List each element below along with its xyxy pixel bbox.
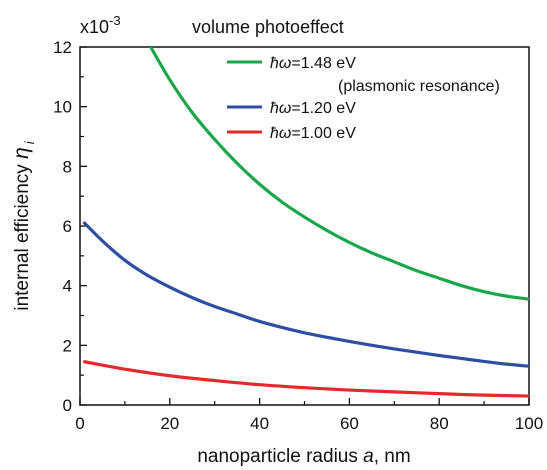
legend-value-2: =1.20 eV (291, 100, 356, 117)
x-tick-label: 60 (340, 414, 359, 433)
legend-label-1: ħω=1.48 eV (270, 55, 356, 72)
y-tick-label: 4 (63, 277, 72, 296)
series-line-3 (82, 360, 529, 398)
chart-title: volume photoeffect (192, 17, 344, 37)
y-tick-label: 12 (53, 38, 72, 57)
x-tick-label: 100 (515, 414, 543, 433)
legend-note: (plasmonic resonance) (338, 78, 500, 95)
series-lines (82, 47, 529, 398)
axis-ticks (79, 46, 530, 406)
legend-symbol-3: ħω (270, 125, 291, 142)
y-axis-title: internal efficiency ηi (10, 140, 37, 310)
y-tick-label: 0 (63, 396, 72, 415)
legend-value-3: =1.00 eV (291, 125, 356, 142)
legend-value-1: =1.48 eV (291, 55, 356, 72)
y-multiplier-base: x10 (80, 17, 109, 37)
legend-label-2: ħω=1.20 eV (270, 100, 356, 117)
y-multiplier-exponent: -3 (109, 13, 121, 28)
legend-symbol-2: ħω (270, 100, 291, 117)
y-tick-labels: 0 2 4 6 8 10 12 (53, 38, 72, 415)
x-tick-label: 40 (250, 414, 269, 433)
x-axis-title-main: nanoparticle radius (197, 446, 363, 467)
x-tick-label: 80 (430, 414, 449, 433)
x-axis-title-unit: , nm (374, 446, 411, 467)
y-multiplier: x10-3 (80, 13, 121, 37)
legend-label-3: ħω=1.00 eV (270, 125, 356, 142)
y-axis-title-sub: i (22, 140, 37, 144)
y-axis-title-var: η (10, 147, 33, 159)
y-tick-label: 2 (63, 336, 72, 355)
legend: ħω=1.48 eV (plasmonic resonance) ħω=1.20… (227, 55, 500, 142)
x-tick-labels: 0 20 40 60 80 100 (75, 414, 543, 433)
x-tick-label: 0 (75, 414, 84, 433)
x-axis-title-var: a (363, 446, 374, 467)
series-line-1 (148, 47, 529, 301)
legend-symbol-1: ħω (270, 55, 291, 72)
y-tick-label: 8 (63, 157, 72, 176)
y-axis-title-main: internal efficiency (12, 159, 33, 311)
series-line-2 (82, 221, 529, 368)
y-tick-label: 6 (63, 217, 72, 236)
x-axis-title: nanoparticle radius a, nm (197, 446, 410, 467)
x-tick-label: 20 (160, 414, 179, 433)
y-tick-label: 10 (53, 98, 72, 117)
